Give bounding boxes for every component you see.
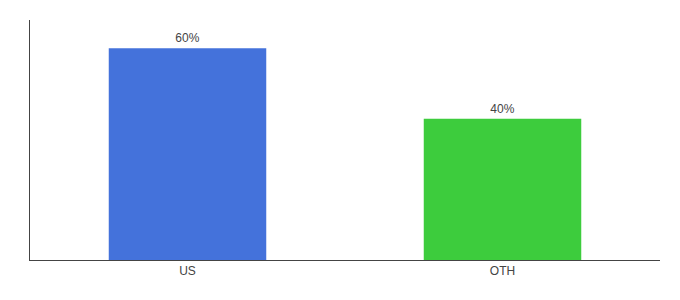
svg-text:US: US <box>179 264 196 278</box>
svg-text:OTH: OTH <box>490 264 515 278</box>
svg-text:40%: 40% <box>490 102 514 116</box>
svg-text:60%: 60% <box>175 31 199 45</box>
